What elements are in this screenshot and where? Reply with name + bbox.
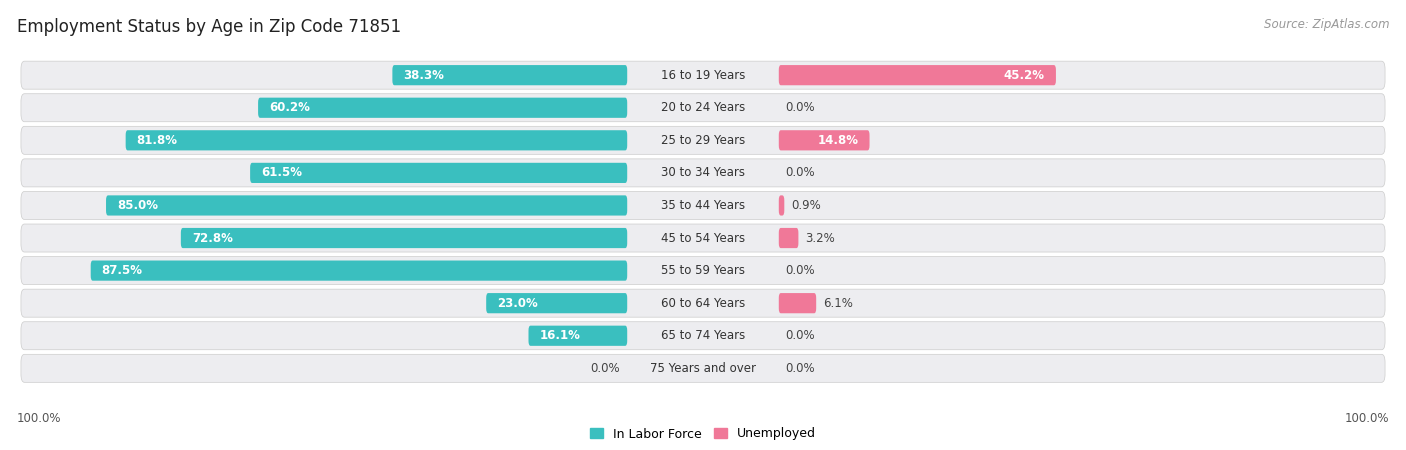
Text: 60.2%: 60.2% [269,101,309,114]
Text: 81.8%: 81.8% [136,134,177,147]
FancyBboxPatch shape [250,163,627,183]
FancyBboxPatch shape [529,326,627,346]
Text: Source: ZipAtlas.com: Source: ZipAtlas.com [1264,18,1389,31]
FancyBboxPatch shape [21,61,1385,89]
Text: 35 to 44 Years: 35 to 44 Years [661,199,745,212]
Text: 65 to 74 Years: 65 to 74 Years [661,329,745,342]
Text: 16.1%: 16.1% [540,329,581,342]
FancyBboxPatch shape [779,130,869,150]
Text: 38.3%: 38.3% [404,69,444,81]
Text: 0.0%: 0.0% [786,329,815,342]
FancyBboxPatch shape [779,65,1056,85]
FancyBboxPatch shape [21,289,1385,317]
Text: 25 to 29 Years: 25 to 29 Years [661,134,745,147]
Text: 0.9%: 0.9% [792,199,821,212]
Text: 100.0%: 100.0% [17,412,62,425]
Text: 0.0%: 0.0% [786,362,815,375]
Text: 61.5%: 61.5% [262,166,302,180]
Text: 72.8%: 72.8% [191,232,233,244]
Legend: In Labor Force, Unemployed: In Labor Force, Unemployed [585,423,821,446]
FancyBboxPatch shape [259,98,627,118]
FancyBboxPatch shape [21,256,1385,284]
FancyBboxPatch shape [392,65,627,85]
Text: 23.0%: 23.0% [498,297,538,310]
Text: 0.0%: 0.0% [786,101,815,114]
Text: 30 to 34 Years: 30 to 34 Years [661,166,745,180]
FancyBboxPatch shape [21,191,1385,220]
FancyBboxPatch shape [181,228,627,248]
Text: 0.0%: 0.0% [591,362,620,375]
Text: 85.0%: 85.0% [117,199,157,212]
FancyBboxPatch shape [21,159,1385,187]
Text: 45.2%: 45.2% [1004,69,1045,81]
FancyBboxPatch shape [779,228,799,248]
FancyBboxPatch shape [21,126,1385,154]
Text: 75 Years and over: 75 Years and over [650,362,756,375]
Text: 20 to 24 Years: 20 to 24 Years [661,101,745,114]
FancyBboxPatch shape [91,261,627,281]
FancyBboxPatch shape [21,94,1385,122]
Text: 16 to 19 Years: 16 to 19 Years [661,69,745,81]
Text: 100.0%: 100.0% [1344,412,1389,425]
FancyBboxPatch shape [125,130,627,150]
Text: 87.5%: 87.5% [101,264,143,277]
Text: 60 to 64 Years: 60 to 64 Years [661,297,745,310]
FancyBboxPatch shape [105,195,627,216]
Text: 0.0%: 0.0% [786,166,815,180]
Text: 0.0%: 0.0% [786,264,815,277]
FancyBboxPatch shape [21,354,1385,382]
Text: Employment Status by Age in Zip Code 71851: Employment Status by Age in Zip Code 718… [17,18,401,36]
Text: 14.8%: 14.8% [817,134,859,147]
Text: 45 to 54 Years: 45 to 54 Years [661,232,745,244]
FancyBboxPatch shape [486,293,627,313]
FancyBboxPatch shape [779,195,785,216]
FancyBboxPatch shape [21,322,1385,350]
FancyBboxPatch shape [21,224,1385,252]
FancyBboxPatch shape [779,293,817,313]
Text: 6.1%: 6.1% [823,297,853,310]
Text: 55 to 59 Years: 55 to 59 Years [661,264,745,277]
Text: 3.2%: 3.2% [806,232,835,244]
